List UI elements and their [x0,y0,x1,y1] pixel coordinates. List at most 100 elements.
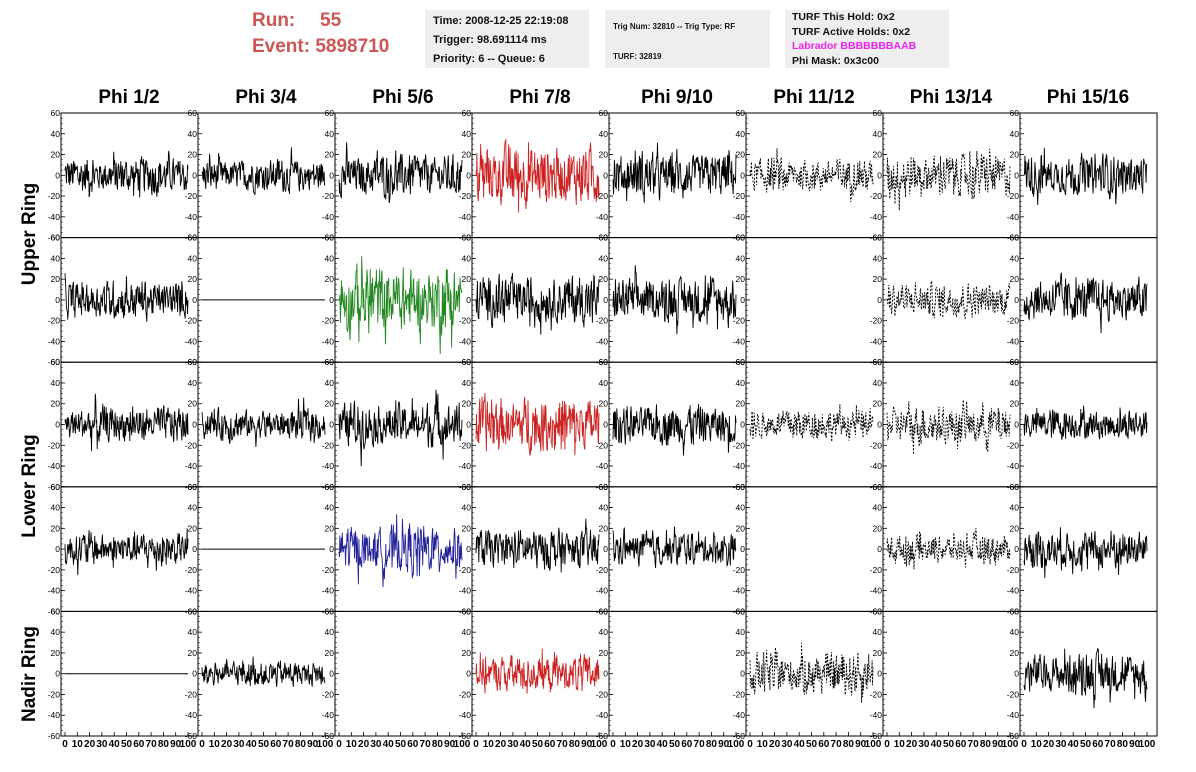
x-tick-label: 20 [221,739,233,750]
x-tick-label: 100 [1002,739,1019,750]
y-tick-label: 40 [1010,627,1020,637]
y-tick-label: 40 [325,627,335,637]
x-tick-label: 20 [495,739,507,750]
y-tick-label: 20 [873,399,883,409]
y-tick-label: 60 [873,357,883,367]
y-tick-label: -40 [322,710,335,720]
y-tick-label: -20 [48,191,61,201]
y-tick-label: 20 [1010,150,1020,160]
x-tick-label: 100 [591,739,608,750]
y-tick-label: 60 [736,233,746,243]
waveform-trace [475,648,600,694]
y-tick-label: 40 [873,627,883,637]
x-tick-label: 60 [544,739,556,750]
y-tick-label: 20 [188,523,198,533]
y-tick-label: -20 [596,316,609,326]
y-tick-label: 20 [325,399,335,409]
x-tick-label: 60 [955,739,967,750]
y-tick-label: 40 [462,627,472,637]
y-tick-label: -20 [596,689,609,699]
y-tick-label: 0 [192,544,197,554]
x-tick-label: 20 [906,739,918,750]
panel-frame [60,112,199,239]
y-tick-label: -60 [1007,731,1020,741]
x-tick-label: 90 [444,739,456,750]
y-tick-label: 60 [736,108,746,118]
waveform-trace [612,526,737,569]
y-tick-label: -40 [1007,336,1020,346]
y-tick-label: 0 [192,420,197,430]
y-tick-label: 60 [325,108,335,118]
y-tick-label: 60 [1010,233,1020,243]
y-tick-label: -20 [322,689,335,699]
y-tick-label: 60 [599,233,609,243]
waveform-trace [475,392,600,456]
y-tick-label: 0 [603,669,608,679]
x-tick-label: 30 [644,739,656,750]
panel-frame [745,486,884,612]
y-tick-label: 20 [599,648,609,658]
x-tick-label: 100 [180,739,197,750]
x-tick-label: 40 [794,739,806,750]
x-tick-label: 10 [346,739,358,750]
y-tick-label: 20 [325,523,335,533]
phi-header-1-2: Phi 1/2 [98,87,160,108]
y-tick-label: 20 [51,150,61,160]
waveform-trace [612,403,737,456]
x-tick-label: 0 [473,739,479,750]
y-tick-label: 0 [603,170,608,180]
y-tick-label: 40 [1010,378,1020,388]
y-tick-label: 60 [1010,357,1020,367]
y-tick-label: 40 [51,627,61,637]
y-tick-label: -20 [1007,689,1020,699]
x-tick-label: 70 [694,739,706,750]
y-tick-label: 40 [873,503,883,513]
y-tick-label: 0 [1014,669,1019,679]
y-tick-label: 40 [599,378,609,388]
run-line: Run: 55 [252,8,389,34]
waveform-panel-r4-c7: -60 -40 -20 0 20 40 60 [1007,606,1158,741]
y-tick-label: -20 [459,689,472,699]
y-tick-label: 20 [736,648,746,658]
waveform-trace [201,397,326,448]
x-tick-label: 100 [1139,739,1156,750]
y-tick-label: -40 [48,461,61,471]
y-tick-label: -40 [596,710,609,720]
y-tick-label: 40 [462,129,472,139]
y-tick-label: 60 [1010,606,1020,616]
y-tick-label: 20 [51,399,61,409]
y-tick-label: -40 [870,336,883,346]
panel-frame [334,610,473,737]
waveform-panel-r3-c0: -60 -40 -20 0 20 40 60 [48,482,199,616]
y-tick-label: 60 [188,606,198,616]
waveform-panel-r4-c0: -60 -40 -20 0 20 40 60 [48,606,199,741]
x-tick-label: 0 [747,739,753,750]
x-tick-label: 30 [507,739,519,750]
y-tick-label: 20 [1010,399,1020,409]
y-tick-label: 20 [325,648,335,658]
phi-header-3-4: Phi 3/4 [235,87,297,108]
x-tick-label: 0 [1021,739,1027,750]
y-tick-label: -40 [185,336,198,346]
panel-frame [608,610,747,737]
x-tick-label: 60 [681,739,693,750]
y-tick-label: 60 [325,357,335,367]
y-tick-label: 40 [188,129,198,139]
x-tick-label: 70 [1105,739,1117,750]
waveform-trace [201,147,326,196]
y-tick-label: 40 [462,378,472,388]
y-tick-label: 60 [1010,108,1020,118]
y-tick-label: -40 [870,710,883,720]
x-tick-label: 40 [109,739,121,750]
waveform-trace [201,656,326,687]
y-tick-label: -20 [733,191,746,201]
y-tick-label: 40 [325,129,335,139]
x-tick-label: 30 [918,739,930,750]
